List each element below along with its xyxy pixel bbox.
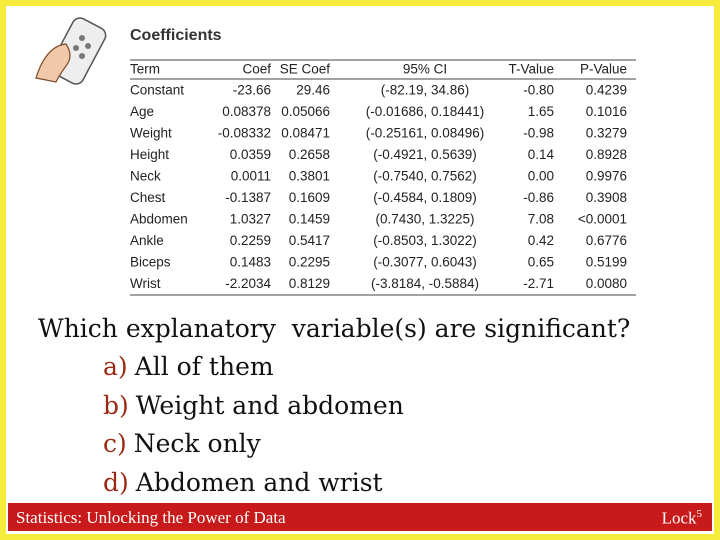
footer-right-text: Lock	[661, 508, 697, 528]
column-header: T-Value	[508, 62, 554, 77]
table-cell: (-0.4921, 0.5639)	[373, 147, 477, 162]
table-cell: 0.0080	[586, 276, 627, 291]
table-cell: 0.8129	[289, 276, 330, 291]
footer-right-sup: 5	[696, 508, 703, 520]
table-cell: 0.8928	[586, 147, 627, 162]
table-cell: 1.65	[528, 104, 554, 119]
table-cell: 0.3908	[586, 190, 627, 205]
table-cell: -0.1387	[225, 190, 271, 205]
option-letter: b)	[103, 390, 129, 420]
table-cell: 0.0011	[231, 169, 271, 184]
table-cell: 0.14	[528, 147, 555, 162]
table-cell: -0.08332	[218, 126, 271, 141]
clicker-icon	[35, 17, 107, 85]
table-cell: Constant	[130, 83, 184, 98]
table-cell: 0.1609	[289, 190, 330, 205]
answer-option: d) Abdomen and wrist	[103, 468, 383, 497]
table-cell: (-0.01686, 0.18441)	[366, 104, 485, 119]
table-cell: 7.08	[528, 212, 554, 227]
table-cell: (-3.8184, -0.5884)	[371, 276, 479, 291]
table-cell: Age	[130, 104, 154, 119]
column-header: SE Coef	[280, 62, 331, 77]
table-cell: 0.1483	[230, 255, 271, 270]
table-cell: Wrist	[130, 276, 161, 291]
table-cell: 0.08378	[222, 104, 271, 119]
option-text: Neck only	[133, 429, 261, 458]
table-cell: (-0.7540, 0.7562)	[373, 169, 477, 184]
option-letter: c)	[103, 429, 127, 458]
table-cell: -2.71	[523, 276, 554, 291]
option-letter: a)	[103, 352, 128, 381]
table-cell: 0.2295	[289, 255, 330, 270]
option-text: Abdomen and wrist	[135, 467, 383, 497]
table-cell: 0.9976	[586, 169, 627, 184]
option-text: All of them	[134, 352, 274, 381]
table-cell: 0.05066	[281, 104, 330, 119]
column-header: Coef	[242, 62, 271, 77]
table-cell: 29.46	[296, 83, 330, 98]
table-cell: -2.2034	[225, 276, 271, 291]
table-cell: Neck	[130, 169, 161, 184]
table-cell: 0.3801	[289, 169, 330, 184]
table-cell: 0.5199	[586, 255, 627, 270]
table-cell: 0.08471	[281, 126, 330, 141]
table-cell: -0.98	[523, 126, 554, 141]
table-cell: 0.5417	[289, 233, 330, 248]
table-cell: -23.66	[233, 83, 271, 98]
table-cell: 0.0359	[230, 147, 271, 162]
table-cell: 0.1459	[289, 212, 330, 227]
footer-left: Statistics: Unlocking the Power of Data	[16, 508, 286, 527]
table-cell: (-82.19, 34.86)	[381, 83, 470, 98]
table-cell: (-0.25161, 0.08496)	[366, 126, 485, 141]
table-cell: 0.6776	[586, 233, 627, 248]
option-text: Weight and abdomen	[135, 390, 404, 420]
table-cell: Abdomen	[130, 212, 188, 227]
table-cell: -0.86	[523, 190, 554, 205]
table-cell: Weight	[130, 126, 172, 141]
table-cell: (-0.4584, 0.1809)	[373, 190, 477, 205]
table-cell: <0.0001	[578, 212, 627, 227]
table-cell: 0.00	[528, 169, 554, 184]
table-cell: Chest	[130, 190, 166, 205]
question: Which explanatory variable(s) are signif…	[38, 314, 631, 343]
table-cell: (0.7430, 1.3225)	[375, 212, 474, 227]
table-cell: 0.4239	[586, 83, 627, 98]
answer-option: a) All of them	[103, 352, 274, 381]
table-cell: 0.2658	[289, 147, 330, 162]
table-cell: -0.80	[523, 83, 554, 98]
footer-right: Lock5	[662, 508, 702, 529]
footer: Statistics: Unlocking the Power of Data …	[8, 503, 712, 531]
table-cell: Ankle	[130, 233, 164, 248]
table-cell: Height	[130, 147, 169, 162]
table-cell: 1.0327	[230, 212, 271, 227]
table-cell: 0.1016	[586, 104, 627, 119]
coefficient-table: Coefficients Term Coef SE Coef 95% CI T-Valu…	[35, 17, 636, 296]
answer-option: b) Weight and abdomen	[103, 391, 404, 420]
table-cell: 0.3279	[586, 126, 627, 141]
column-header: Term	[130, 62, 160, 77]
table-cell: (-0.3077, 0.6043)	[373, 255, 477, 270]
table-cell: Biceps	[130, 255, 171, 270]
table-title: Coefficients	[130, 27, 222, 44]
option-letter: d)	[103, 467, 129, 497]
table-cell: (-0.8503, 1.3022)	[373, 233, 477, 248]
column-header: 95% CI	[403, 62, 447, 77]
table-cell: 0.42	[528, 233, 554, 248]
table-cell: 0.65	[528, 255, 554, 270]
answer-option: c) Neck only	[103, 429, 261, 458]
table-cell: 0.2259	[230, 233, 271, 248]
column-header: P-Value	[580, 62, 627, 77]
